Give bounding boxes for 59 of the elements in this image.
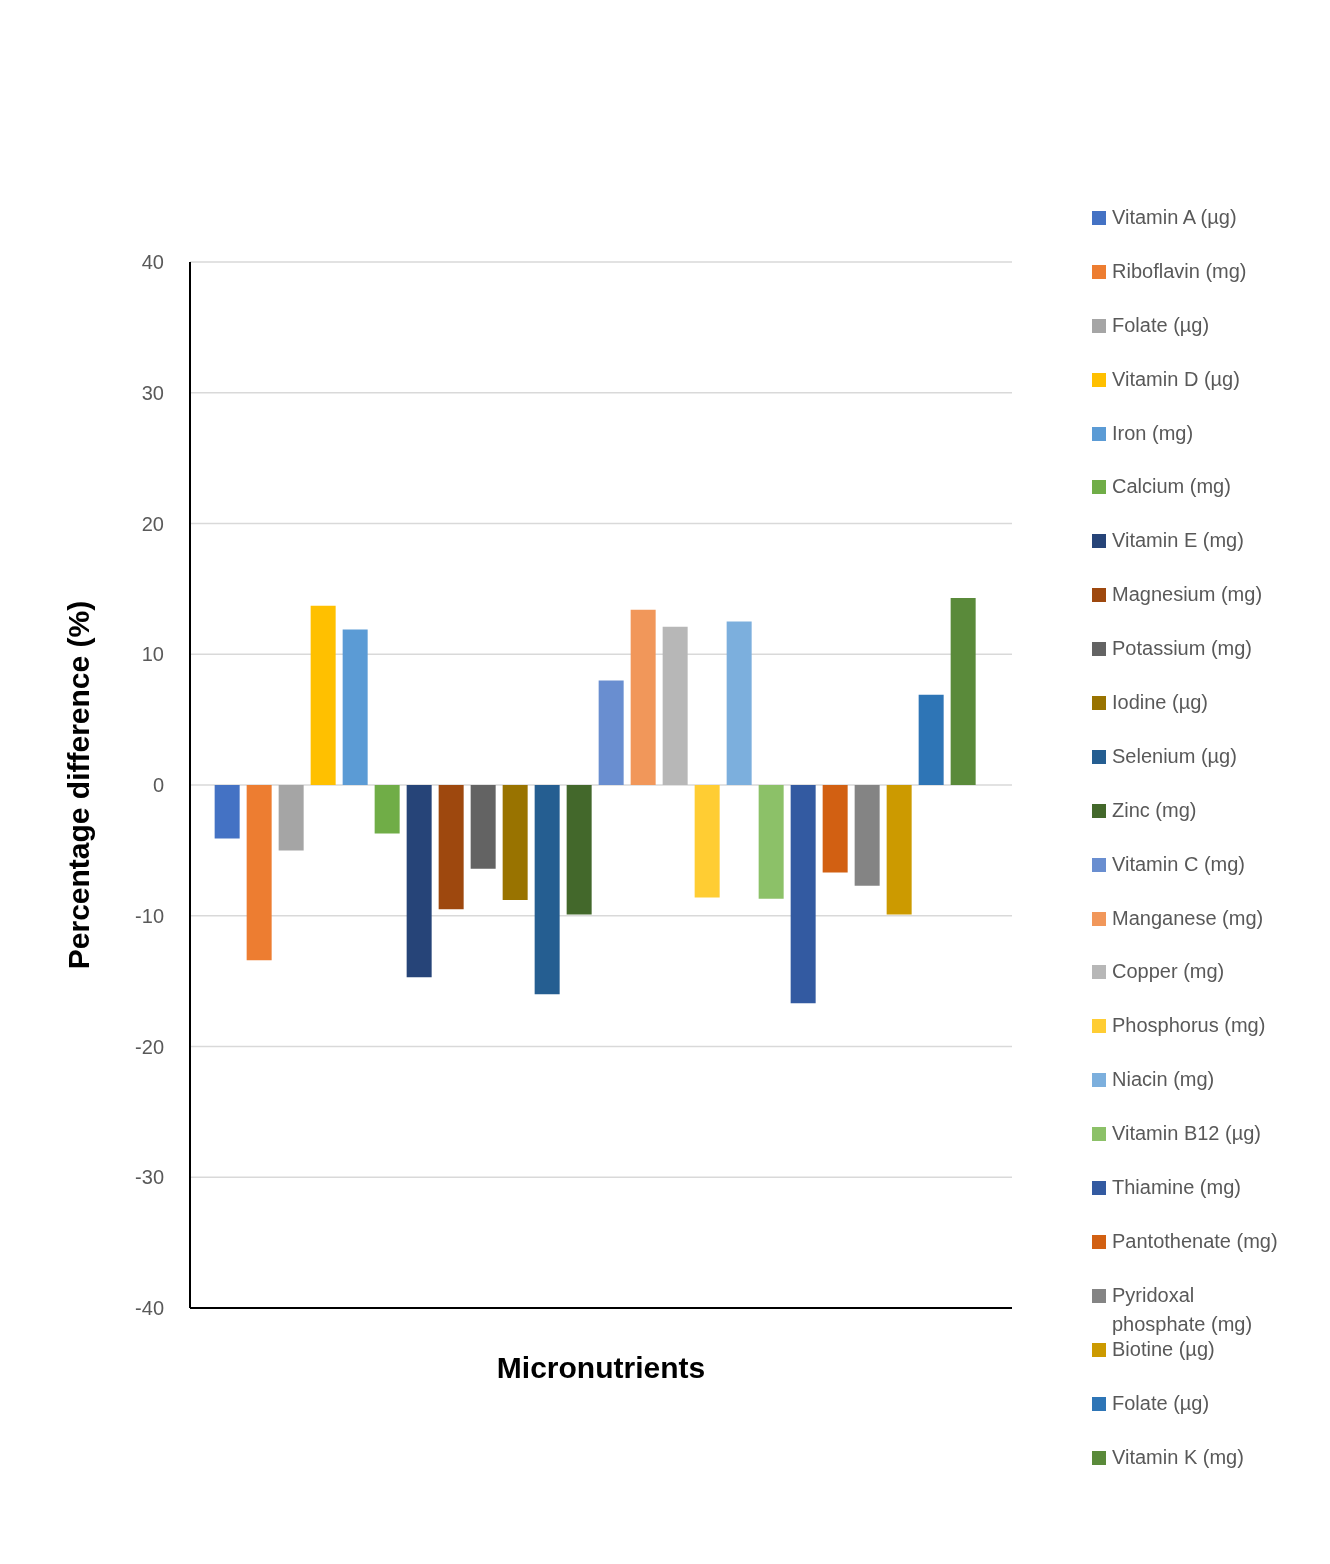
y-tick-label: -10 — [135, 904, 164, 927]
bar — [886, 785, 912, 915]
bar — [598, 680, 624, 785]
bar — [310, 605, 336, 785]
y-tick-label: -30 — [135, 1166, 164, 1189]
legend-label: Pyridoxal phosphate (mg) — [1112, 1282, 1254, 1337]
bar — [566, 785, 592, 915]
legend-label: Iodine (µg) — [1112, 690, 1209, 715]
y-tick-label: 30 — [141, 381, 164, 404]
bar — [406, 785, 432, 978]
bar — [214, 785, 240, 839]
legend-label: Phosphorus (mg) — [1112, 1013, 1266, 1039]
y-tick-label: 40 — [141, 251, 164, 274]
legend-label: Vitamin B12 (µg) — [1112, 1121, 1261, 1147]
bar — [662, 626, 688, 785]
legend-label: Calcium (mg) — [1112, 474, 1231, 500]
bar — [726, 621, 752, 785]
legend-label: Potassium (mg) — [1112, 636, 1253, 662]
bar — [534, 785, 560, 995]
legend-label: Selenium (µg) — [1112, 743, 1237, 769]
x-axis-title: Micronutrients — [496, 1351, 706, 1384]
legend-label: Zinc (mg) — [1112, 797, 1197, 823]
legend-label: Niacin (mg) — [1112, 1067, 1215, 1093]
bar — [694, 785, 720, 898]
y-tick-label: -40 — [135, 1297, 164, 1320]
bar — [950, 598, 976, 785]
bar — [790, 785, 816, 1004]
legend-label: Copper (mg) — [1112, 959, 1225, 985]
legend-label: Iron (mg) — [1112, 420, 1194, 446]
legend-label: Biotine (µg) — [1112, 1336, 1215, 1362]
legend-label: Vitamin E (mg) — [1112, 528, 1244, 554]
legend-label: Magnesium (mg) — [1112, 582, 1263, 608]
bar — [278, 785, 304, 851]
legend-label: Vitamin D (µg) — [1112, 366, 1240, 392]
bar — [918, 694, 944, 785]
bar — [502, 785, 528, 901]
y-tick-label: 10 — [141, 643, 164, 666]
bar — [630, 609, 656, 785]
legend-label: Riboflavin (mg) — [1112, 258, 1247, 284]
bar — [470, 785, 496, 869]
bar — [342, 629, 368, 785]
bar — [374, 785, 400, 834]
y-tick-label: 20 — [141, 512, 164, 535]
bar — [758, 785, 784, 899]
legend-label: Vitamin K (mg) — [1112, 1444, 1244, 1470]
legend-label: Vitamin A (µg) — [1112, 205, 1237, 230]
y-tick-label: -20 — [135, 1035, 164, 1058]
legend-label: Folate (µg) — [1112, 312, 1210, 338]
y-axis-title: Percentage difference (%) — [61, 600, 95, 970]
legend-label: Thiamine (mg) — [1112, 1175, 1241, 1201]
legend-label: Manganese (mg) — [1112, 905, 1264, 931]
legend-label: Vitamin C (mg) — [1112, 851, 1245, 877]
y-tick-label: 0 — [152, 774, 164, 797]
bar — [438, 785, 464, 910]
bar — [854, 785, 880, 886]
legend-label: Folate (µg) — [1112, 1390, 1210, 1416]
bar — [822, 785, 848, 873]
legend-label: Pantothenate (mg) — [1112, 1228, 1278, 1254]
bar — [246, 785, 272, 961]
